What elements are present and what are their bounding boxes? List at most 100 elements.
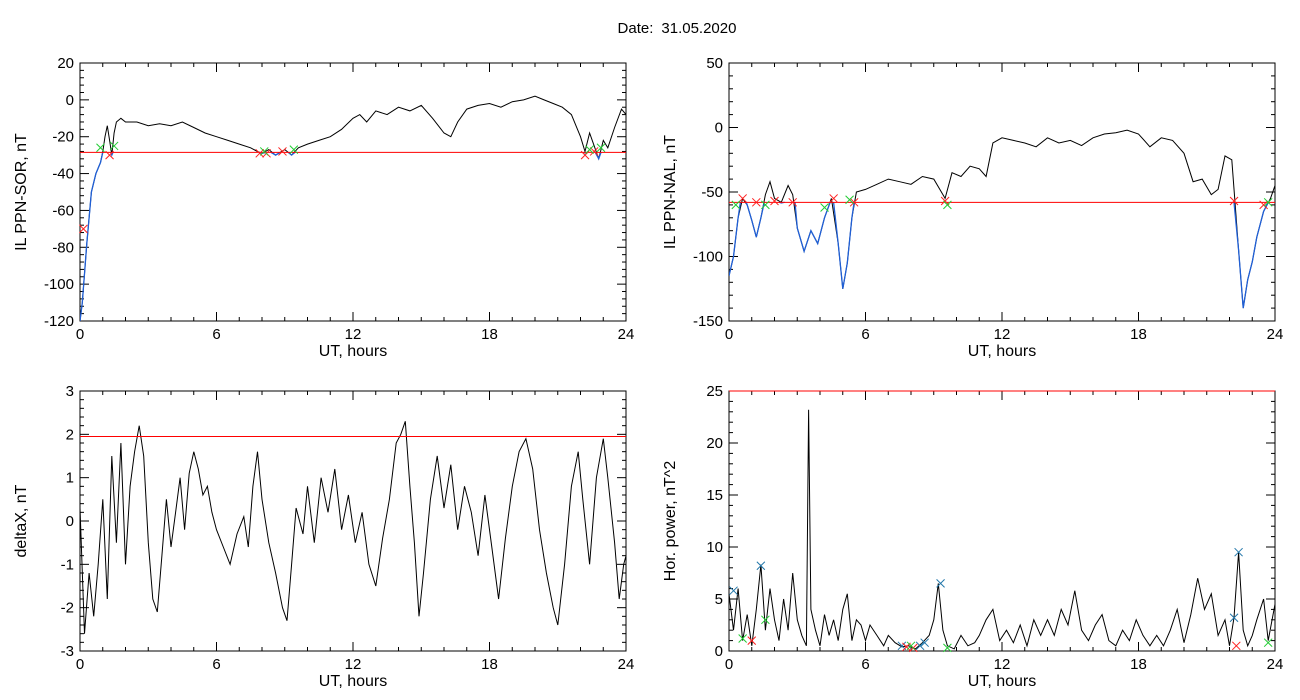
- chart-power: 0 6 12 18 24 0 5 10 15 20 25 UT, hours Hor. power, n…: [662, 383, 1283, 690]
- cross-marker: [589, 147, 599, 156]
- cross-marker: [943, 200, 952, 210]
- cross-marker: [259, 147, 269, 156]
- cross-marker: [845, 195, 854, 205]
- y-tick-label: 25: [706, 383, 723, 400]
- cross-marker: [936, 579, 945, 588]
- cross-marker: [1234, 547, 1243, 557]
- cross-marker: [849, 197, 859, 207]
- cross-marker: [96, 143, 105, 153]
- y-tick-label: -50: [701, 184, 723, 201]
- series-segment-below-threshold: [287, 151, 296, 156]
- cross-marker: [747, 636, 757, 645]
- cross-marker: [731, 200, 741, 210]
- series-segment-below-threshold: [594, 152, 602, 161]
- cross-marker: [770, 196, 779, 206]
- plot-data: [80, 421, 626, 634]
- plot-frame: [79, 62, 627, 322]
- y-tick-label: 20: [57, 55, 74, 72]
- y-tick-label: -3: [61, 643, 74, 660]
- x-axis-title: UT, hours: [968, 673, 1036, 690]
- y-tick-label: -1: [61, 556, 74, 573]
- cross-marker: [761, 615, 770, 625]
- y-tick-label: 20: [706, 435, 723, 452]
- y-tick-label: -150: [693, 313, 723, 330]
- cross-marker: [820, 203, 829, 212]
- x-tick-label: 6: [212, 326, 220, 343]
- cross-marker: [751, 197, 761, 207]
- y-tick-label: 2: [66, 426, 74, 443]
- y-tick-label: -20: [52, 129, 74, 146]
- chart-nal: 0 6 12 18 24 -150 -100 -50 0 50 UT, hours IL PPN-NA…: [662, 55, 1283, 360]
- series-segment-below-threshold: [80, 152, 104, 321]
- x-tick-label: 18: [481, 656, 498, 673]
- x-tick-label: 0: [725, 326, 733, 343]
- cross-marker: [738, 634, 748, 643]
- cross-marker: [756, 561, 766, 571]
- x-tick-label: 12: [345, 326, 362, 343]
- y-tick-label: -100: [693, 249, 723, 266]
- series-line-index: [729, 129, 1275, 309]
- x-tick-label: 24: [1267, 326, 1284, 343]
- y-tick-label: -40: [52, 166, 74, 183]
- cross-marker: [729, 586, 738, 596]
- y-tick-label: 0: [715, 120, 723, 137]
- x-tick-label: 12: [345, 656, 362, 673]
- x-tick-label: 18: [481, 326, 498, 343]
- x-axis-title: UT, hours: [319, 673, 387, 690]
- cross-marker: [109, 141, 119, 151]
- cross-marker: [920, 638, 930, 648]
- series-line-index: [80, 95, 626, 321]
- cross-marker: [585, 145, 594, 154]
- y-tick-label: 10: [706, 539, 723, 556]
- y-tick-label: 15: [706, 487, 723, 504]
- cross-marker: [788, 197, 798, 207]
- chart-sor: 0 6 12 18 24 -120 -100 -80 -60 -40 -20 0 20 UT, hours…: [13, 55, 634, 360]
- cross-marker: [278, 147, 287, 156]
- plot-frame: [79, 390, 627, 652]
- series-segment-below-threshold: [729, 202, 742, 277]
- cross-marker: [906, 641, 916, 651]
- y-axis-title: Hor. power, nT^2: [662, 461, 679, 582]
- y-tick-label: 0: [715, 643, 723, 660]
- x-tick-label: 12: [994, 656, 1011, 673]
- cross-marker: [915, 641, 925, 651]
- cross-marker: [1231, 641, 1241, 651]
- y-tick-label: 3: [66, 383, 74, 400]
- plot-frame: [728, 390, 1276, 652]
- cross-marker: [289, 145, 299, 154]
- x-tick-label: 24: [618, 326, 635, 343]
- cross-marker: [1259, 200, 1268, 210]
- y-axis-title: IL PPN-NAL, nT: [662, 135, 679, 249]
- plot-data: [729, 409, 1275, 650]
- y-tick-label: -60: [52, 202, 74, 219]
- series-line-index: [729, 409, 1275, 650]
- y-tick-label: -2: [61, 600, 74, 617]
- series-segment-below-threshold: [832, 202, 855, 289]
- cross-marker: [940, 196, 950, 206]
- cross-marker: [1263, 638, 1273, 648]
- x-tick-label: 24: [1267, 656, 1284, 673]
- cross-marker: [1229, 196, 1239, 206]
- series-segment-below-threshold: [794, 202, 831, 254]
- cross-marker: [1263, 197, 1273, 207]
- date-label: Date: 31.05.2020: [618, 20, 737, 37]
- cross-marker: [1229, 613, 1239, 623]
- plot-data: [80, 95, 626, 321]
- x-axis-title: UT, hours: [968, 343, 1036, 360]
- plot-frame: [728, 62, 1276, 322]
- y-axis-title: IL PPN-SOR, nT: [13, 133, 30, 251]
- series-line-index: [80, 421, 626, 634]
- y-tick-label: 0: [66, 92, 74, 109]
- series-segment-below-threshold: [270, 151, 281, 156]
- x-tick-label: 12: [994, 326, 1011, 343]
- y-tick-label: 50: [706, 55, 723, 72]
- cross-marker: [580, 150, 590, 160]
- x-tick-label: 6: [861, 326, 869, 343]
- series-segment-below-threshold: [1233, 202, 1269, 309]
- cross-marker: [255, 148, 265, 158]
- cross-marker: [79, 224, 88, 234]
- x-tick-label: 18: [1130, 326, 1147, 343]
